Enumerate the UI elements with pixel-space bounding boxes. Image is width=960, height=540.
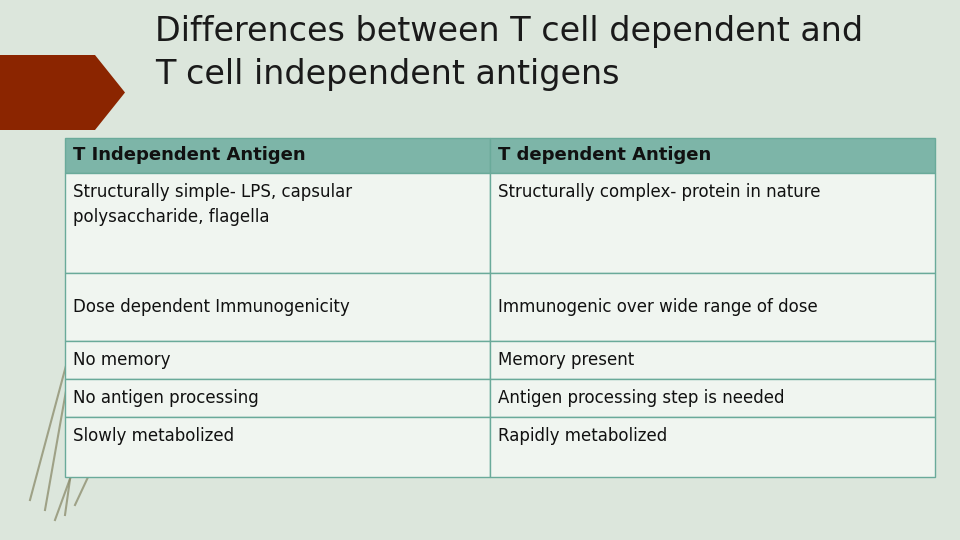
Bar: [490, 138, 935, 173]
Bar: [490, 273, 935, 341]
Text: No antigen processing: No antigen processing: [73, 389, 259, 407]
Text: Antigen processing step is needed: Antigen processing step is needed: [498, 389, 784, 407]
Text: Differences between T cell dependent and: Differences between T cell dependent and: [155, 15, 863, 48]
Bar: [65, 379, 490, 417]
Bar: [65, 138, 490, 173]
Bar: [490, 379, 935, 417]
Text: Structurally complex- protein in nature: Structurally complex- protein in nature: [498, 183, 821, 201]
Bar: [490, 341, 935, 379]
Bar: [65, 417, 490, 477]
Bar: [65, 341, 490, 379]
Text: Memory present: Memory present: [498, 351, 635, 369]
Text: T dependent Antigen: T dependent Antigen: [498, 146, 711, 165]
Bar: [490, 417, 935, 477]
Text: T Independent Antigen: T Independent Antigen: [73, 146, 305, 165]
Text: Slowly metabolized: Slowly metabolized: [73, 427, 234, 445]
Text: No memory: No memory: [73, 351, 171, 369]
Text: Immunogenic over wide range of dose: Immunogenic over wide range of dose: [498, 298, 818, 316]
Polygon shape: [0, 55, 125, 130]
Bar: [65, 273, 490, 341]
Bar: [65, 173, 490, 273]
Text: T cell independent antigens: T cell independent antigens: [155, 58, 619, 91]
Text: Rapidly metabolized: Rapidly metabolized: [498, 427, 667, 445]
Text: Structurally simple- LPS, capsular
polysaccharide, flagella: Structurally simple- LPS, capsular polys…: [73, 183, 352, 226]
Text: Dose dependent Immunogenicity: Dose dependent Immunogenicity: [73, 298, 349, 316]
Bar: [490, 173, 935, 273]
